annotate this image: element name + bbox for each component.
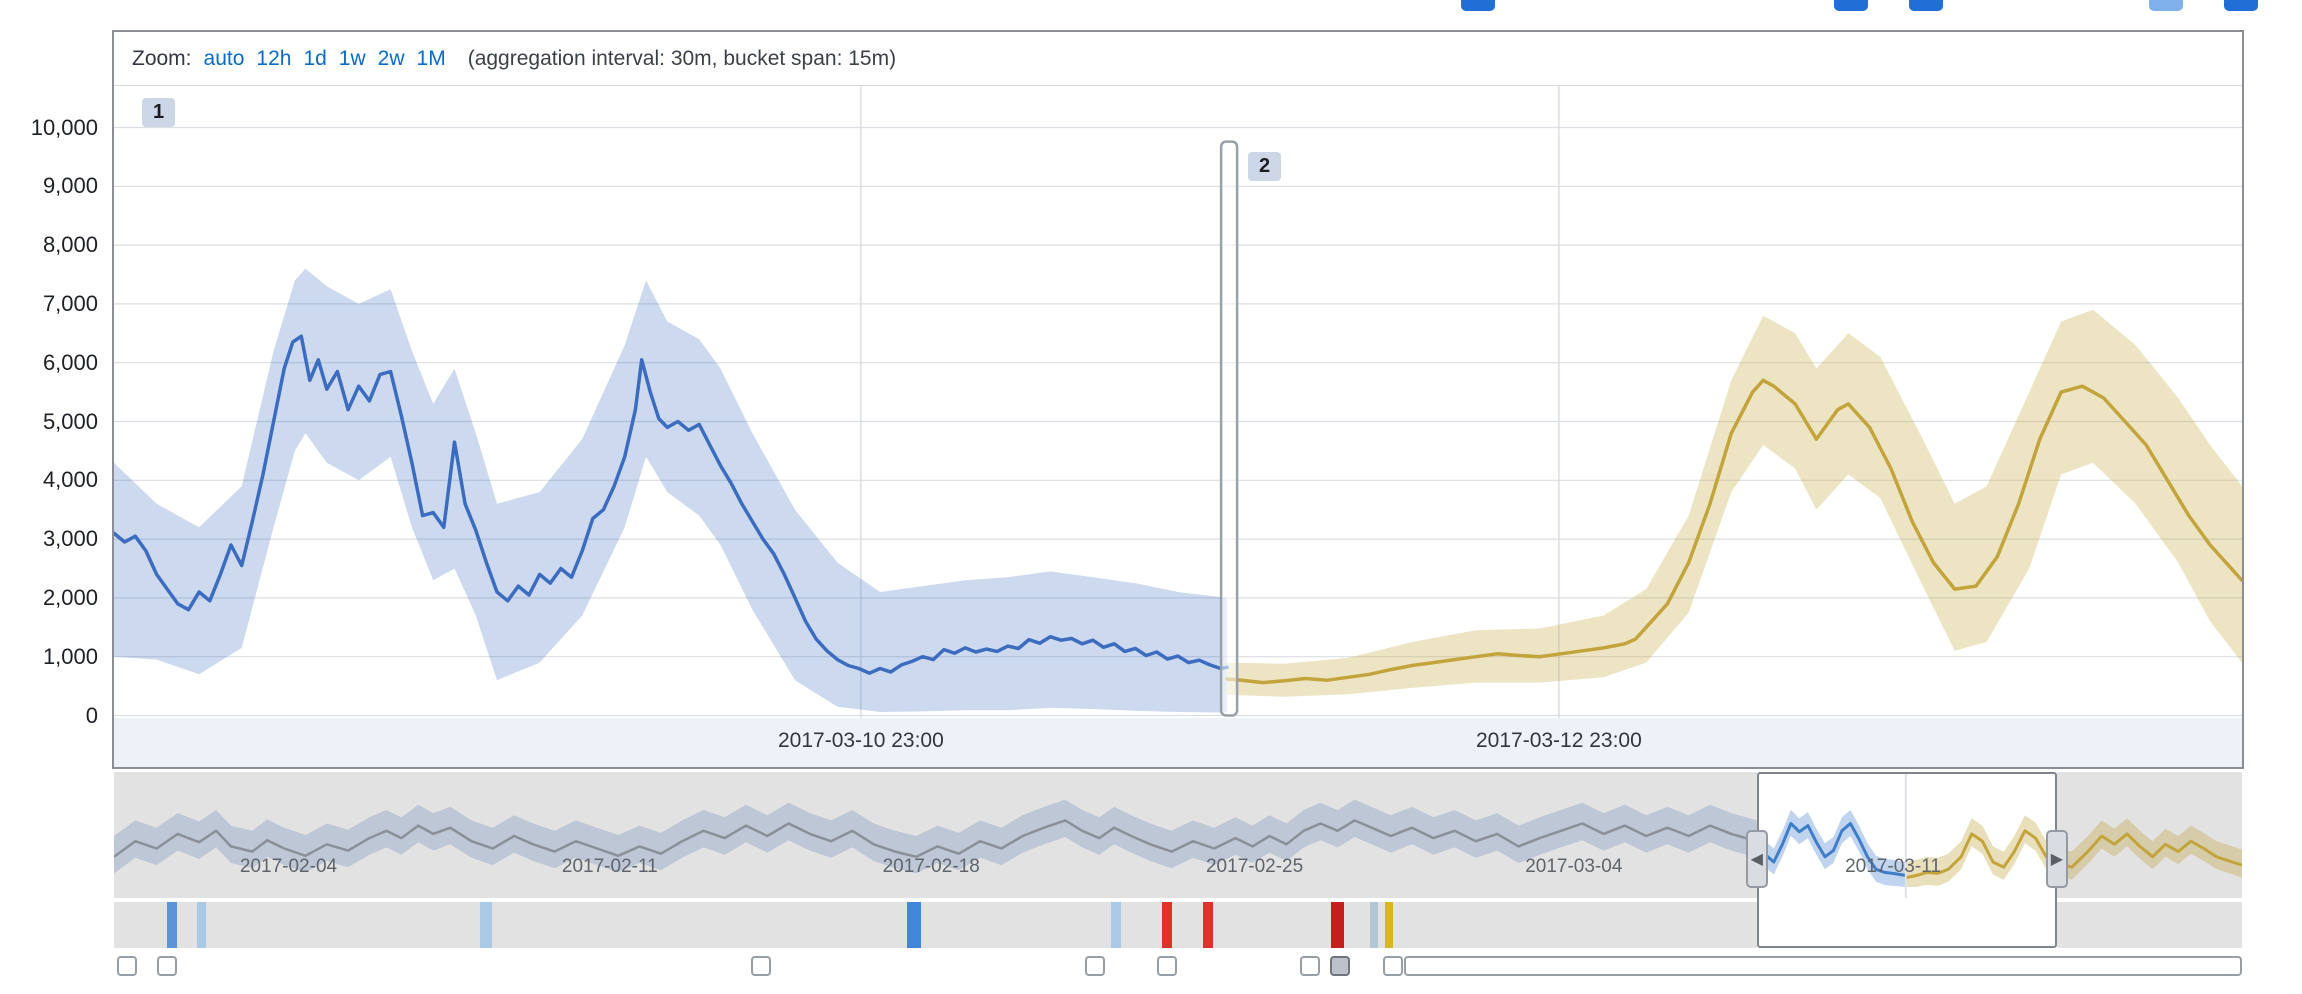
y-axis-tick-label: 2,000 — [42, 584, 98, 610]
history-band — [114, 799, 1757, 874]
y-axis-tick-label: 0 — [85, 702, 98, 728]
y-axis-tick-label: 4,000 — [42, 467, 98, 493]
annotation-marker[interactable] — [750, 956, 771, 976]
forecast-context-band — [1905, 815, 2242, 887]
annotation-marker[interactable] — [1157, 956, 1178, 976]
y-axis-tick-label: 9,000 — [42, 173, 98, 199]
swimlane-anomaly-bar[interactable] — [1369, 902, 1378, 948]
annotation-marker[interactable] — [1382, 956, 1403, 976]
selection-right-handle[interactable]: ▶ — [2045, 830, 2068, 888]
y-axis-tick-label: 3,000 — [42, 526, 98, 552]
context-chart[interactable] — [114, 772, 2242, 898]
swimlane-anomaly-bar[interactable] — [1111, 902, 1122, 948]
y-axis-tick-label: 6,000 — [42, 349, 98, 375]
aggregation-note: (aggregation interval: 30m, bucket span:… — [467, 46, 897, 70]
focus-chart[interactable] — [114, 86, 2242, 718]
y-axis-tick-label: 1,000 — [42, 643, 98, 669]
annotation-marker[interactable] — [1299, 956, 1320, 976]
annotation-marker[interactable] — [157, 956, 178, 976]
zoom-option-auto[interactable]: auto — [203, 46, 245, 70]
actual-line — [114, 334, 1229, 675]
actual-detail-line — [1755, 822, 1907, 877]
x-axis-date-label: 2017-03-12 23:00 — [1475, 729, 1642, 752]
zoom-option-1w[interactable]: 1w — [338, 46, 366, 70]
actual-detail-band — [1756, 810, 1906, 887]
zoom-links-group: auto 12h 1d 1w 2w 1M — [204, 47, 458, 71]
anomaly-swimlane — [114, 902, 2242, 948]
actual-confidence-band — [114, 268, 1227, 713]
y-axis-tick-label: 8,000 — [42, 232, 98, 258]
swimlane-anomaly-bar[interactable] — [1384, 902, 1393, 948]
zoom-option-1M[interactable]: 1M — [416, 46, 446, 70]
annotation-marker[interactable] — [1085, 956, 1105, 976]
cropped-button-fragment — [2149, 0, 2183, 11]
y-axis-labels: 0 1,000 2,000 3,000 4,000 5,000 6,000 7,000 8,00… — [4, 86, 104, 746]
annotation-region[interactable] — [1219, 140, 1239, 717]
y-axis-tick-label: 5,000 — [42, 408, 98, 434]
cropped-button-fragment — [1461, 0, 1495, 11]
x-axis: 2017-03-10 23:00 2017-03-12 23:00 — [114, 718, 2242, 767]
cropped-button-fragment — [2224, 0, 2258, 11]
y-axis-tick-label: 7,000 — [42, 290, 98, 316]
annotation-marker[interactable] — [1329, 956, 1350, 976]
annotation-badge-2[interactable]: 2 — [1248, 152, 1282, 181]
annotation-marker[interactable] — [116, 956, 137, 976]
swimlane-anomaly-bar[interactable] — [1162, 902, 1173, 948]
annotation-badge-1[interactable]: 1 — [142, 98, 176, 127]
zoom-option-12h[interactable]: 12h — [256, 46, 292, 70]
x-axis-date-label: 2017-03-10 23:00 — [777, 729, 944, 752]
zoom-label: Zoom: — [132, 46, 192, 70]
annotations-row — [114, 956, 2242, 980]
y-axis-tick-label: 10,000 — [30, 114, 98, 140]
cropped-button-fragment — [1909, 0, 1943, 11]
forecast-confidence-band — [1226, 309, 2242, 697]
swimlane-anomaly-bar[interactable] — [907, 902, 922, 948]
swimlane-anomaly-bar[interactable] — [1331, 902, 1345, 948]
zoom-option-1d[interactable]: 1d — [303, 46, 327, 70]
swimlane-anomaly-bar[interactable] — [196, 902, 206, 948]
annotation-range-marker[interactable] — [1403, 956, 2242, 976]
forecast-line — [1225, 378, 2242, 685]
chart-zoom-toolbar: Zoom: auto 12h 1d 1w 2w 1M (aggregation inter… — [114, 32, 2242, 86]
cropped-button-fragment — [1834, 0, 1868, 11]
history-line — [114, 819, 1758, 859]
swimlane-anomaly-bar[interactable] — [166, 902, 177, 948]
timeseries-chart-panel: Zoom: auto 12h 1d 1w 2w 1M (aggregation inter… — [112, 30, 2244, 769]
selection-left-handle[interactable]: ◀ — [1745, 830, 1768, 888]
swimlane-anomaly-bar[interactable] — [1202, 902, 1213, 948]
zoom-option-2w[interactable]: 2w — [377, 46, 405, 70]
swimlane-anomaly-bar[interactable] — [480, 902, 493, 948]
context-region: 2017-02-04 2017-02-11 2017-02-18 2017-02-25… — [114, 772, 2242, 948]
